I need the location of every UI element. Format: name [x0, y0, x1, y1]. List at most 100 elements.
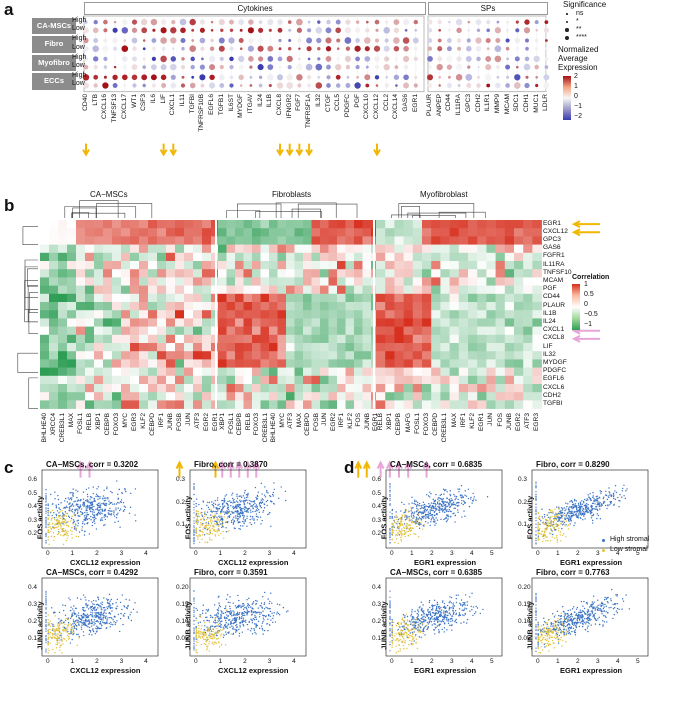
gene-label-IL24: IL24 [256, 93, 264, 107]
heat-cell [532, 318, 542, 327]
dot [533, 55, 540, 63]
xtick-2-4: 4 [144, 658, 148, 665]
low-stromal-label: Low stromal [610, 546, 648, 553]
heat-cell [468, 343, 478, 352]
arrow-CD40 [82, 143, 90, 157]
heat-cell [277, 236, 287, 245]
heat-cell [303, 236, 312, 245]
heat-cell [431, 392, 441, 401]
heat-cell [376, 228, 386, 237]
heat-cell [148, 318, 158, 327]
heat-cell [277, 400, 287, 409]
dot [248, 37, 254, 44]
heat-cell [269, 343, 278, 352]
heat-cell [328, 261, 338, 270]
heat-cell [226, 252, 236, 262]
heat-cell [103, 359, 113, 368]
heat-cell [112, 220, 122, 229]
dot [316, 37, 322, 44]
heat-cell [440, 367, 450, 377]
dot [384, 83, 389, 88]
tf-arrow-13 [395, 460, 403, 478]
heat-cell [477, 269, 487, 278]
heat-cell [311, 302, 321, 311]
ytick-7-0: 0.20 [518, 584, 531, 591]
heat-cell [514, 343, 524, 352]
xtick-0-4: 4 [144, 550, 148, 557]
dot [524, 82, 530, 89]
dot [181, 47, 185, 51]
heat-cell [121, 351, 131, 360]
heat-cell [76, 384, 86, 393]
heat-cell [85, 310, 95, 319]
dot [170, 56, 177, 62]
heat-cell [260, 252, 270, 262]
dot [200, 46, 205, 51]
heat-cell [193, 400, 203, 409]
heat-cell [328, 384, 338, 393]
dot [355, 27, 361, 33]
row-group-1: Fibro [32, 36, 76, 53]
heat-cell [218, 318, 227, 327]
dot [465, 73, 473, 81]
dot [276, 74, 284, 81]
heat-cell [449, 375, 460, 385]
gene-label-EGFL6: EGFL6 [208, 93, 216, 115]
heat-cell [422, 252, 432, 262]
ytick-2-2: 0.2 [28, 618, 38, 625]
heat-cell [422, 261, 432, 270]
dot [113, 57, 117, 61]
heat-cell [458, 400, 469, 409]
heat-cell [58, 293, 68, 303]
heat-cell [440, 302, 450, 311]
dot [218, 45, 225, 52]
heat-cell [40, 343, 50, 352]
tf-arrow-11 [376, 460, 385, 478]
xtick-0-1: 1 [70, 550, 75, 557]
heat-cell [523, 351, 533, 360]
heat-cell [376, 252, 386, 262]
heat-cell [458, 236, 469, 245]
heat-cell [294, 277, 304, 286]
heat-cell [449, 236, 460, 245]
heat-cell [495, 326, 506, 336]
heat-cell [440, 375, 450, 385]
heat-cell [354, 367, 363, 377]
heat-cell [345, 343, 355, 352]
dot [475, 19, 482, 25]
heat-cell [449, 244, 460, 254]
heat-cell [175, 293, 185, 303]
expression-colorbar [563, 76, 571, 120]
heat-cell [320, 252, 329, 262]
heat-cell [175, 318, 185, 327]
heat-cell [58, 351, 68, 360]
heat-cell [175, 343, 185, 352]
dot [190, 56, 195, 62]
dot [336, 47, 340, 50]
heat-cell [157, 334, 167, 344]
heat-cell [139, 252, 149, 262]
heat-cell [235, 293, 244, 303]
dot [113, 65, 117, 69]
tf-label-1-9: MAX [295, 412, 303, 427]
heat-cell [468, 220, 478, 229]
tf-arrow-4 [218, 460, 227, 478]
heat-cell [354, 252, 363, 262]
tf-label-0-11: KLF2 [140, 412, 147, 429]
heat-cell [235, 351, 244, 360]
heat-cell [175, 302, 185, 311]
row-gene-CXCL1: CXCL1 [543, 326, 565, 334]
dot [189, 18, 196, 26]
heat-cell [67, 367, 77, 377]
xtick-7-3: 3 [596, 658, 600, 665]
heat-cell [504, 236, 515, 245]
heat-cell [226, 220, 236, 229]
low-stromal-dot [602, 549, 605, 552]
heat-cell [103, 367, 113, 377]
heat-cell [354, 334, 363, 344]
heat-cell [76, 310, 86, 319]
dot [201, 57, 204, 61]
dot [278, 47, 282, 51]
heat-cell [431, 334, 441, 344]
heat-cell [371, 318, 380, 327]
